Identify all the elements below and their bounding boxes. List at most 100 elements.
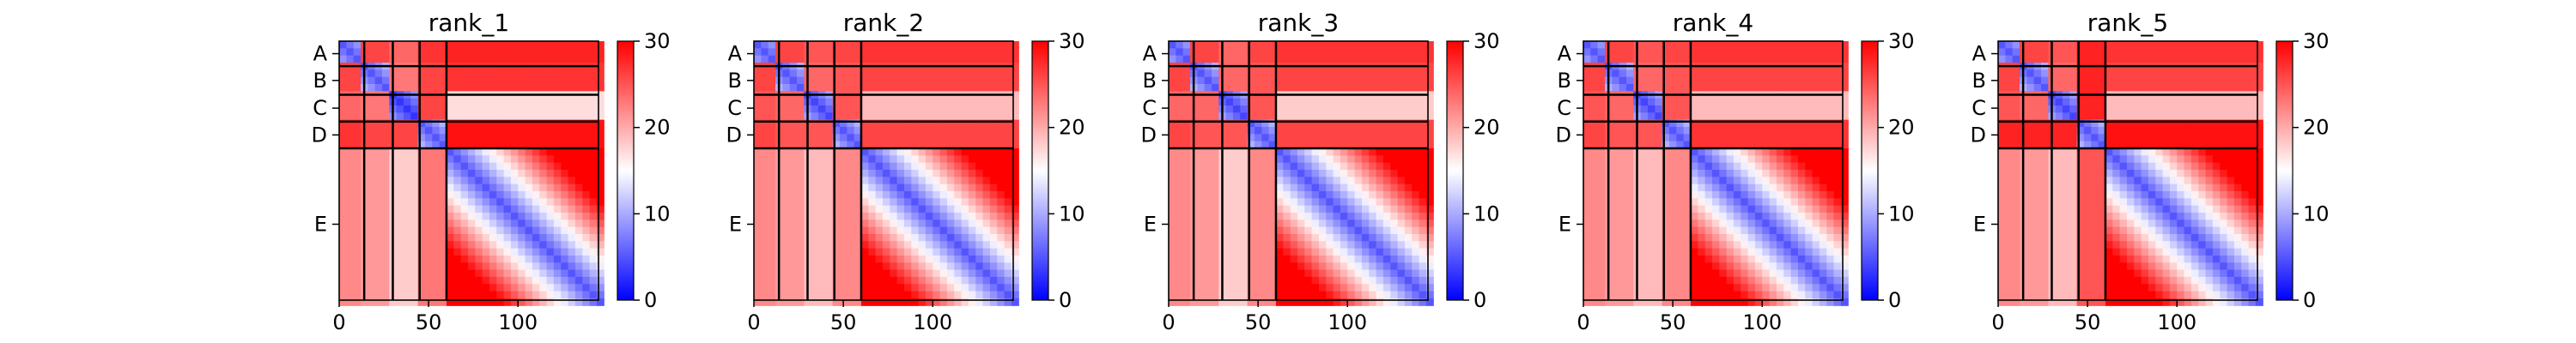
heatmap-cell — [1676, 105, 1685, 113]
heatmap-cell — [1275, 83, 1284, 92]
heatmap-cell — [518, 233, 526, 242]
heatmap-cell — [1297, 177, 1305, 185]
heatmap-cell — [353, 76, 361, 85]
heatmap-cell — [374, 298, 383, 306]
chart-title: rank_3 — [1258, 9, 1339, 37]
heatmap-cell — [1340, 55, 1348, 63]
heatmap-cell — [1197, 169, 1206, 178]
heatmap-cell — [1747, 169, 1756, 178]
heatmap-cell — [997, 162, 1005, 171]
heatmap-cell — [847, 276, 855, 285]
heatmap-cell — [1726, 147, 1735, 156]
heatmap-cell — [1583, 119, 1591, 128]
heatmap-cell — [1197, 112, 1206, 121]
heatmap-cell — [925, 190, 933, 199]
heatmap-cell — [1240, 55, 1249, 63]
heatmap-cell — [1425, 141, 1434, 149]
heatmap-cell — [1711, 55, 1720, 63]
heatmap-cell — [854, 126, 862, 135]
heatmap-cell — [1011, 134, 1019, 142]
heatmap-cell — [432, 119, 440, 128]
heatmap-cell — [1840, 134, 1849, 142]
heatmap-cell — [1647, 155, 1656, 164]
heatmap-cell — [968, 48, 976, 57]
heatmap-cell — [933, 69, 941, 78]
heatmap-cell — [1304, 41, 1313, 49]
heatmap-cell — [453, 147, 462, 156]
heatmap-cell — [1261, 220, 1270, 228]
heatmap-cell — [1419, 248, 1427, 256]
heatmap-cell — [1690, 177, 1698, 185]
heatmap-cell — [1268, 177, 1277, 185]
heatmap-cell — [1304, 241, 1313, 250]
heatmap-cell — [1311, 98, 1320, 106]
heatmap-cell — [989, 262, 998, 271]
heatmap-cell — [975, 112, 984, 121]
heatmap-cell — [1668, 48, 1677, 57]
heatmap-cell — [796, 198, 805, 207]
heatmap-cell — [396, 205, 404, 214]
heatmap-cell — [1797, 98, 1806, 106]
heatmap-cell — [561, 255, 569, 263]
heatmap-cell — [1004, 112, 1012, 121]
heatmap-cell — [525, 205, 533, 214]
heatmap-cell — [1297, 119, 1305, 128]
heatmap-cell — [1240, 155, 1249, 164]
heatmap-cell — [1597, 147, 1606, 156]
heatmap-cell — [503, 141, 512, 149]
heatmap-cell — [911, 105, 920, 113]
heatmap-cell — [453, 269, 462, 278]
heatmap-cell — [1333, 105, 1341, 113]
heatmap-cell — [475, 226, 483, 235]
heatmap-cell — [1254, 262, 1262, 271]
heatmap-cell — [1382, 105, 1391, 113]
heatmap-cell — [396, 198, 404, 207]
heatmap-cell — [1404, 177, 1413, 185]
heatmap-cell — [1655, 184, 1663, 192]
heatmap-cell — [1232, 241, 1241, 250]
heatmap-cell — [896, 276, 905, 285]
heatmap-cell — [968, 41, 976, 49]
heatmap-cell — [1655, 162, 1663, 171]
heatmap-cell — [1726, 105, 1735, 113]
heatmap-cell — [1204, 262, 1212, 271]
heatmap-cell — [568, 269, 576, 278]
heatmap-cell — [1340, 134, 1348, 142]
heatmap-cell — [754, 105, 762, 113]
heatmap-cell — [1326, 248, 1334, 256]
heatmap-cell — [1676, 141, 1685, 149]
heatmap-cell — [1361, 255, 1370, 263]
heatmap-cell — [825, 298, 834, 306]
heatmap-cell — [568, 169, 576, 178]
heatmap-cell — [882, 105, 890, 113]
heatmap-cell — [453, 291, 462, 299]
heatmap-cell — [847, 220, 855, 228]
heatmap-cell — [890, 147, 898, 156]
heatmap-cell — [1347, 220, 1356, 228]
heatmap-cell — [1297, 105, 1305, 113]
heatmap-cell — [1333, 198, 1341, 207]
heatmap-cell — [1397, 76, 1406, 85]
heatmap-cell — [1826, 112, 1835, 121]
heatmap-cell — [525, 198, 533, 207]
heatmap-cell — [396, 112, 404, 121]
heatmap-cell — [496, 248, 505, 256]
heatmap-cell — [847, 205, 855, 214]
heatmap-cell — [467, 76, 476, 85]
heatmap-cell — [574, 105, 583, 113]
heatmap-cell — [453, 190, 462, 199]
heatmap-cell — [1361, 169, 1370, 178]
heatmap-cell — [1004, 184, 1012, 192]
heatmap-cell — [1704, 69, 1713, 78]
heatmap-cell — [532, 262, 540, 271]
heatmap-cell — [789, 112, 798, 121]
heatmap-cell — [475, 269, 483, 278]
heatmap-cell — [761, 112, 769, 121]
heatmap-cell — [503, 298, 512, 306]
heatmap-cell — [860, 291, 869, 299]
heatmap-cell — [1247, 162, 1255, 171]
heatmap-cell — [561, 119, 569, 128]
heatmap-cell — [574, 220, 583, 228]
heatmap-cell — [1583, 190, 1591, 199]
